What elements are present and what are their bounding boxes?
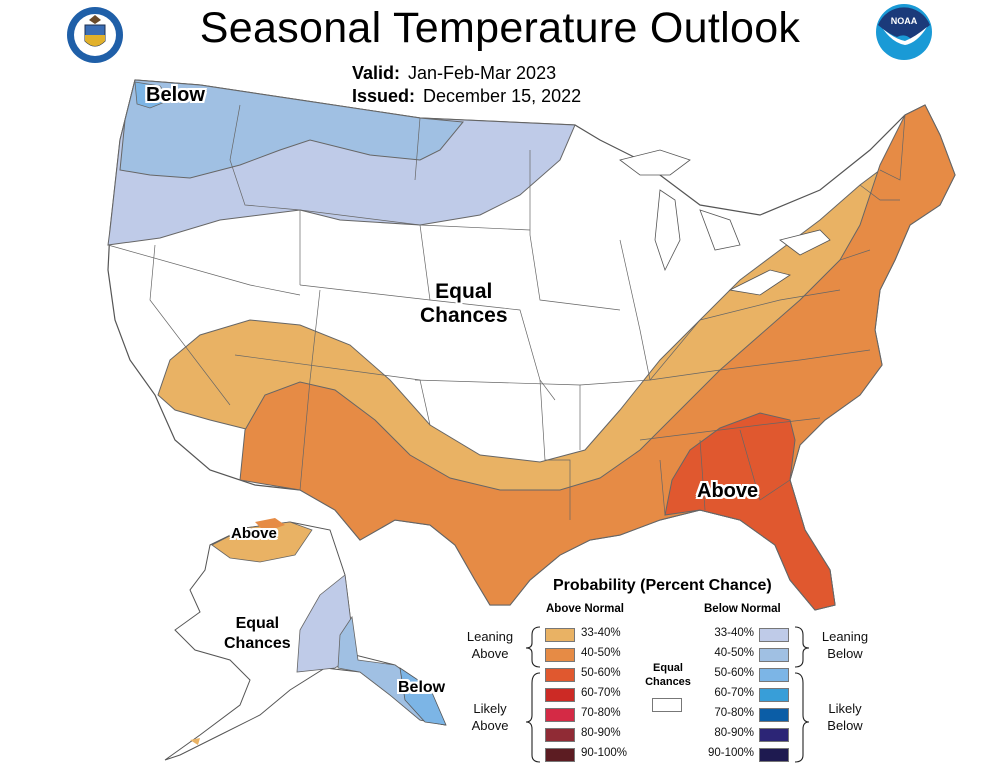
legend-above-range: 60-70% [581,687,621,699]
below-40-50-region [119,79,464,179]
legend-above-range: 33-40% [581,627,621,639]
label-conus-equal: Equal Chances [420,280,508,328]
legend-braces [525,626,810,763]
label-alaska-above: Above [231,525,277,542]
legend-below-swatch [759,648,789,662]
noaa-icon: NOAA [876,4,932,60]
legend-equal-line1: Equal [653,662,683,674]
legend-above-range: 90-100% [581,747,628,759]
legend-below-range: 90-100% [707,747,754,759]
label-alaska-equal-line1: Equal [235,615,280,632]
valid-line: Valid: Jan-Feb-Mar 2023 [352,62,581,85]
legend-below-swatch [759,748,789,762]
likely-below-line1: Likely [828,701,862,716]
legend-above-swatch [545,688,575,702]
noaa-logo: NOAA [875,3,933,61]
legend-below-swatch [759,628,789,642]
seal-icon [67,7,123,63]
outlook-meta: Valid: Jan-Feb-Mar 2023 Issued: December 1… [352,62,581,108]
legend-equal-line2: Chances [645,676,691,688]
likely-above-line2: Above [471,718,509,733]
legend-above-swatch [545,728,575,742]
legend-below-range: 70-80% [714,707,754,719]
leaning-above-line2: Above [471,646,509,661]
alaska-above-region [211,521,313,563]
leaning-above-line1: Leaning [466,629,514,644]
noaa-text: NOAA [891,16,918,26]
label-conus-equal-line2: Chances [420,304,508,327]
legend-title: Probability (Percent Chance) [553,577,772,594]
label-conus-below: Below [146,84,205,106]
legend-above-range: 50-60% [581,667,621,679]
legend-below-range: 40-50% [714,647,754,659]
issued-label: Issued: [352,86,416,106]
legend-leaning-below: Leaning Below [812,628,878,662]
legend-below-swatch [759,668,789,682]
label-alaska-equal: Equal Chances [224,614,291,654]
great-lakes [619,149,831,296]
legend-likely-above: Likely Above [458,700,522,734]
legend-below-swatch [759,728,789,742]
likely-below-line2: Below [827,718,863,733]
legend-below-swatch [759,688,789,702]
legend-above-swatch [545,628,575,642]
issued-line: Issued: December 15, 2022 [352,85,581,108]
legend-below-header: Below Normal [704,603,781,615]
issued-value: December 15, 2022 [423,86,582,106]
department-of-commerce-seal [65,5,125,65]
page-title: Seasonal Temperature Outlook [199,4,801,52]
aleutian-above [190,738,200,745]
legend-equal-label: Equal Chances [640,661,696,689]
legend-above-swatch [545,668,575,682]
legend-below-range: 50-60% [714,667,754,679]
legend-above-swatch [545,748,575,762]
legend-below-range: 80-90% [714,727,754,739]
label-alaska-equal-line2: Chances [224,635,291,652]
leaning-below-line2: Below [827,646,863,661]
state-borders [107,104,906,520]
below-50-60-region [134,81,171,109]
legend-above-header: Above Normal [546,603,624,615]
valid-label: Valid: [352,63,401,83]
likely-above-line1: Likely [473,701,507,716]
label-alaska-below: Below [398,679,446,696]
label-conus-above: Above [697,480,759,502]
alaska-panhandle-below [399,667,447,726]
leaning-below-line1: Leaning [821,629,869,644]
valid-value: Jan-Feb-Mar 2023 [408,63,557,83]
legend-above-range: 80-90% [581,727,621,739]
legend-above-swatch [545,708,575,722]
legend-leaning-above: Leaning Above [458,628,522,662]
legend-below-range: 33-40% [714,627,754,639]
alaska-above-40-50 [255,518,285,532]
legend-above-swatch [545,648,575,662]
legend-above-range: 40-50% [581,647,621,659]
legend-likely-below: Likely Below [812,700,878,734]
above-50-60-region [664,412,836,611]
legend-above-range: 70-80% [581,707,621,719]
legend-below-swatch [759,708,789,722]
label-conus-equal-line1: Equal [435,280,493,303]
legend-equal-swatch [652,698,682,712]
legend-below-range: 60-70% [714,687,754,699]
